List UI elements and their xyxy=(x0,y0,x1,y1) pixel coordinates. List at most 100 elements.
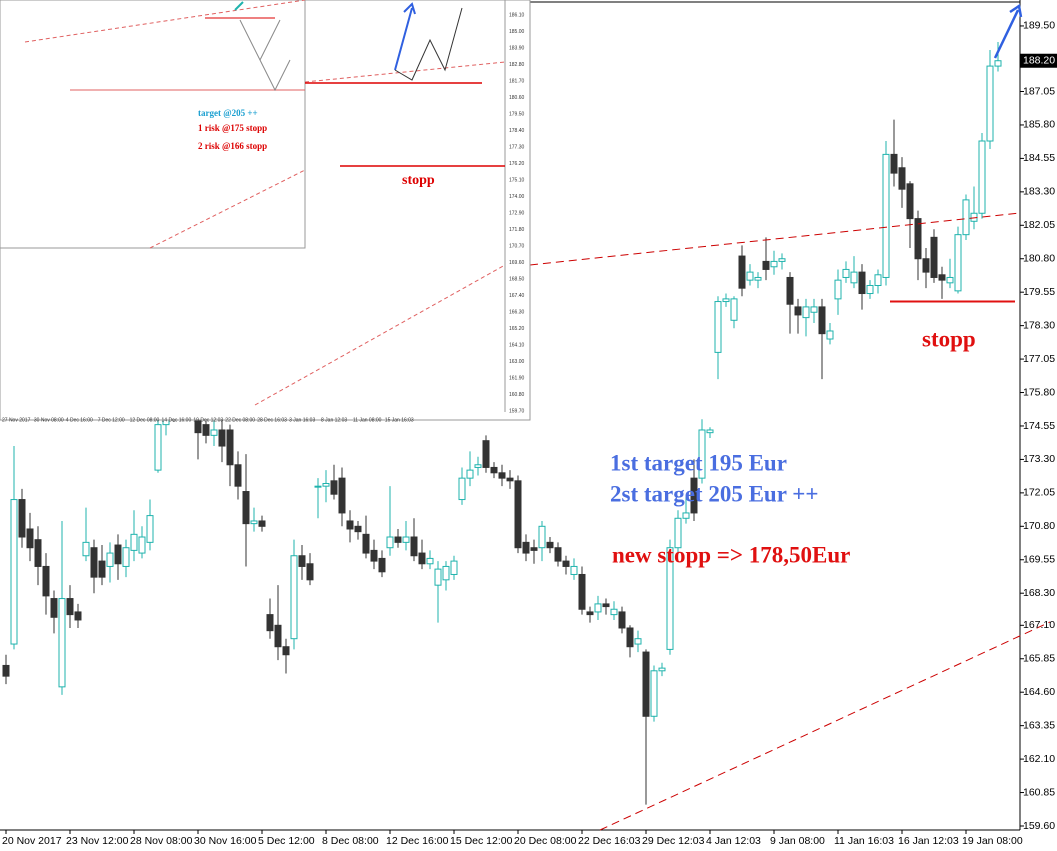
candle-body xyxy=(618,611,626,629)
inset-price-label: 172.90 xyxy=(509,210,525,216)
candle-body xyxy=(354,525,362,533)
inset-note: 2 risk @166 stopp xyxy=(198,141,267,151)
candle-body xyxy=(690,477,698,514)
candle-body xyxy=(378,557,386,573)
candle-body xyxy=(498,472,506,479)
inset-date-label: 27 Nov 2017 xyxy=(2,417,31,423)
inset-arrow xyxy=(234,1,244,11)
candle-body xyxy=(474,464,482,468)
candle-body xyxy=(226,429,234,466)
inset-note: 1 risk @175 stopp xyxy=(198,123,267,133)
y-tick-label: 160.85 xyxy=(1023,786,1055,798)
candle-body xyxy=(242,491,250,525)
candle-body xyxy=(522,541,530,554)
candle-body xyxy=(602,603,610,608)
candle-body xyxy=(330,480,338,495)
candle-body xyxy=(10,499,18,645)
candle-body xyxy=(210,429,218,436)
candle-body xyxy=(842,268,850,278)
candle-body xyxy=(466,469,474,479)
candle-body xyxy=(122,547,130,567)
plot-area xyxy=(2,42,1002,805)
candle-body xyxy=(450,560,458,575)
y-tick-label: 173.30 xyxy=(1023,453,1055,465)
x-tick-label: 16 Jan 12:03 xyxy=(898,835,959,847)
x-tick-label: 19 Jan 08:00 xyxy=(962,835,1023,847)
inset-date-label: 8 Jan 12:03 xyxy=(321,417,347,423)
inset-date-label: 22 Dec 08:00 xyxy=(225,417,255,423)
inset-price-label: 174.00 xyxy=(509,194,525,200)
inset-price-label: 178.40 xyxy=(509,128,525,134)
candle-body xyxy=(338,477,346,514)
candle-body xyxy=(666,547,674,650)
candle-body xyxy=(746,271,754,281)
target-arrow xyxy=(993,3,1023,59)
candle-body xyxy=(730,298,738,321)
candle-body xyxy=(290,555,298,640)
candle-body xyxy=(346,520,354,530)
candle-body xyxy=(426,557,434,565)
inset-price-label: 171.80 xyxy=(509,227,525,233)
candle-body xyxy=(514,480,522,549)
y-tick-label: 169.55 xyxy=(1023,554,1055,566)
candle-body xyxy=(994,60,1002,67)
candle-body xyxy=(146,515,154,543)
inset-price-label: 175.10 xyxy=(509,177,525,183)
y-tick-label: 182.05 xyxy=(1023,219,1055,231)
inset-price-label: 182.80 xyxy=(509,62,525,68)
inset-price-label: 180.60 xyxy=(509,95,525,101)
y-tick-label: 179.55 xyxy=(1023,286,1055,298)
candle-body xyxy=(930,236,938,278)
candle-body xyxy=(762,260,770,270)
candle-body xyxy=(410,536,418,557)
candle-body xyxy=(858,271,866,295)
inset-price-label: 179.50 xyxy=(509,111,525,117)
candle-body xyxy=(386,536,394,549)
candle-body xyxy=(810,306,818,313)
candle-body xyxy=(66,598,74,616)
inset-path xyxy=(239,19,291,92)
inset-price-label: 168.50 xyxy=(509,276,525,282)
candle-body xyxy=(722,298,730,303)
candle-body xyxy=(530,547,538,551)
candle-body xyxy=(434,568,442,586)
y-tick-label: 189.50 xyxy=(1023,20,1055,32)
inset-date-label: 14 Dec 16:00 xyxy=(162,417,192,423)
x-tick-label: 5 Dec 12:00 xyxy=(258,835,315,847)
inset-labels: 27 Nov 2017 30 Nov 08:00 4 Dec 16:00 7 Dec … xyxy=(2,12,525,423)
candle-body xyxy=(866,284,874,295)
candle-body xyxy=(362,533,370,554)
y-tick-label: 175.80 xyxy=(1023,386,1055,398)
inset-price-label: 183.90 xyxy=(509,45,525,51)
candle-body xyxy=(610,608,618,616)
y-tick-label: 187.05 xyxy=(1023,85,1055,97)
candle-body xyxy=(698,429,706,479)
candle-body xyxy=(322,482,330,487)
candle-body xyxy=(114,544,122,565)
x-tick-label: 20 Dec 08:00 xyxy=(514,835,577,847)
inset-price-label: 166.30 xyxy=(509,309,525,315)
candle-body xyxy=(306,563,314,581)
candle-body xyxy=(834,279,842,300)
inset-line xyxy=(24,0,306,43)
candle-body xyxy=(738,255,746,289)
candle-body xyxy=(874,274,882,286)
y-tick-label: 162.10 xyxy=(1023,753,1055,765)
candle-body xyxy=(890,153,898,174)
x-tick-label: 8 Dec 08:00 xyxy=(322,835,379,847)
x-tick-label: 9 Jan 08:00 xyxy=(770,835,825,847)
candle-body xyxy=(922,258,930,273)
x-tick-label: 22 Dec 16:03 xyxy=(578,835,641,847)
y-tick-label: 165.85 xyxy=(1023,653,1055,665)
x-tick-label: 29 Dec 12:03 xyxy=(642,835,705,847)
candle-body xyxy=(202,424,210,436)
candle-body xyxy=(714,301,722,353)
inset-price-label: 167.40 xyxy=(509,293,525,299)
candle-body xyxy=(130,533,138,551)
inset-price-label: 185.00 xyxy=(509,29,525,35)
candle-body xyxy=(626,627,634,648)
candle-body xyxy=(274,624,282,648)
inset-inner-frame xyxy=(0,0,306,249)
inset-price-label: 160.80 xyxy=(509,392,525,398)
inset-price-label: 159.70 xyxy=(509,408,525,414)
